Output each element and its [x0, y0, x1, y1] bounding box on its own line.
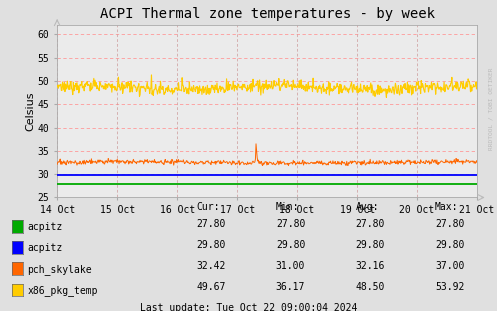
Text: pch_skylake: pch_skylake [27, 264, 92, 275]
Text: 27.80: 27.80 [435, 219, 464, 229]
Text: 32.16: 32.16 [355, 261, 385, 271]
Text: 29.80: 29.80 [435, 240, 464, 250]
Text: 36.17: 36.17 [276, 282, 305, 292]
Text: 27.80: 27.80 [355, 219, 385, 229]
Text: Cur:: Cur: [196, 202, 220, 212]
Text: Avg:: Avg: [355, 202, 379, 212]
Text: 31.00: 31.00 [276, 261, 305, 271]
Text: 53.92: 53.92 [435, 282, 464, 292]
Text: x86_pkg_temp: x86_pkg_temp [27, 285, 98, 296]
Title: ACPI Thermal zone temperatures - by week: ACPI Thermal zone temperatures - by week [99, 7, 435, 21]
Text: Min:: Min: [276, 202, 299, 212]
Text: 37.00: 37.00 [435, 261, 464, 271]
Text: 49.67: 49.67 [196, 282, 226, 292]
Text: 27.80: 27.80 [196, 219, 226, 229]
Text: acpitz: acpitz [27, 243, 63, 253]
Text: Last update: Tue Oct 22 09:00:04 2024: Last update: Tue Oct 22 09:00:04 2024 [140, 303, 357, 311]
Text: acpitz: acpitz [27, 222, 63, 232]
Text: 29.80: 29.80 [196, 240, 226, 250]
Text: RRDTOOL / TOBI OETIKER: RRDTOOL / TOBI OETIKER [488, 67, 493, 150]
Text: 29.80: 29.80 [276, 240, 305, 250]
Text: Max:: Max: [435, 202, 458, 212]
Text: 32.42: 32.42 [196, 261, 226, 271]
Y-axis label: Celsius: Celsius [25, 91, 35, 131]
Text: 27.80: 27.80 [276, 219, 305, 229]
Text: 29.80: 29.80 [355, 240, 385, 250]
Text: 48.50: 48.50 [355, 282, 385, 292]
